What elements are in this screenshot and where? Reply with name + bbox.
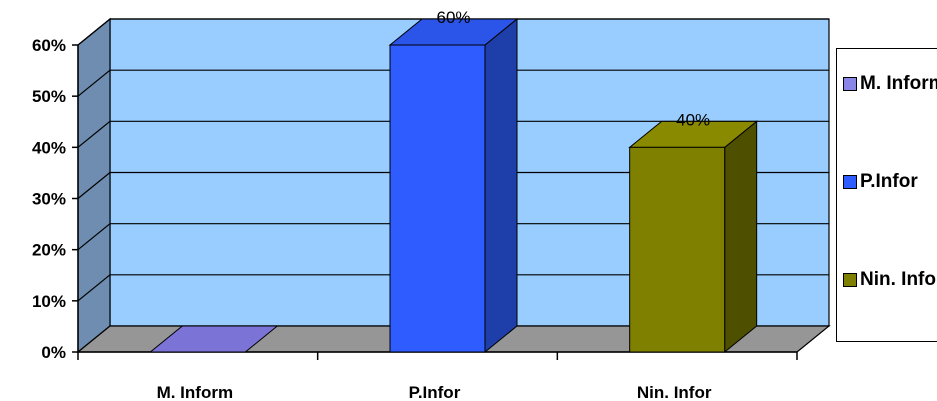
gridline-side	[77, 172, 111, 199]
legend-item-nin-infor: Nin. Infor	[843, 267, 937, 292]
legend-swatch-nin-infor	[843, 273, 857, 287]
y-tick-label: 60%	[32, 36, 66, 55]
legend-swatch-m-inform	[843, 77, 857, 91]
gridline-side	[77, 120, 111, 148]
data-label-2: 40%	[676, 110, 710, 129]
legend-label-m-inform: M. Inform	[860, 73, 937, 94]
y-tick-label: 30%	[32, 190, 66, 209]
legend-swatch-p-infor	[843, 175, 857, 189]
legend-item-m-inform: M. Inform	[843, 71, 937, 96]
bar-2-side	[724, 120, 758, 354]
gridline-side	[77, 18, 111, 46]
data-label-1: 60%	[436, 8, 470, 27]
bar-0-top	[148, 325, 279, 353]
data-labels: 60% 40%	[436, 8, 710, 129]
gridline-side	[77, 274, 111, 302]
gridline-side	[77, 69, 111, 97]
category-label-2: Nin. Infor	[637, 383, 712, 401]
y-tick-labels: 0% 10% 20% 30% 40% 50% 60%	[32, 36, 66, 362]
y-tick-label: 20%	[32, 241, 66, 260]
category-labels: M. Inform P.Infor Nin. Infor	[157, 383, 712, 401]
bar-2-front	[629, 146, 726, 353]
legend-label-p-infor: P.Infor	[860, 171, 918, 192]
category-label-0: M. Inform	[157, 383, 234, 401]
bars	[148, 17, 759, 354]
legend-item-p-infor: P.Infor	[843, 169, 937, 194]
bar-1-front	[389, 44, 486, 353]
y-tick-label: 10%	[32, 292, 66, 311]
gridline-side	[77, 223, 111, 251]
legend-label-nin-infor: Nin. Infor	[860, 269, 937, 290]
y-tick-label: 40%	[32, 138, 66, 157]
y-tick-label: 0%	[41, 343, 66, 362]
category-label-1: P.Infor	[409, 383, 461, 401]
legend: M. Inform P.Infor Nin. Infor	[836, 48, 937, 342]
y-tick-label: 50%	[32, 87, 66, 106]
bar-1-side	[484, 17, 518, 354]
